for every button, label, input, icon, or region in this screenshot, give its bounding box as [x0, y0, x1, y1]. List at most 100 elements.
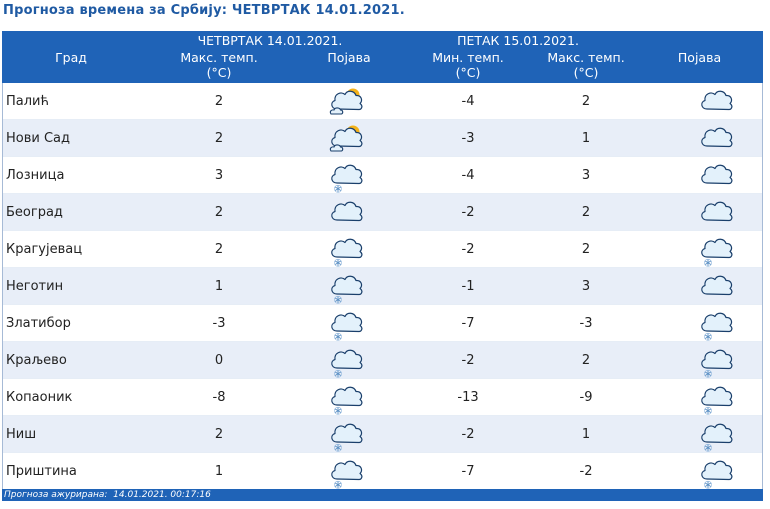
table-row: Ниш 2 -2 1 — [3, 416, 762, 453]
min-temp-day2: -2 — [461, 205, 475, 220]
cloud-snow-icon — [701, 423, 733, 452]
city-name: Нови Сад — [6, 131, 71, 146]
max-temp-day1: 3 — [214, 168, 224, 183]
table-row: Лозница 3 -4 3 — [3, 157, 762, 194]
header-phenomenon-day2: Појава — [677, 50, 722, 65]
max-temp-day2: 2 — [581, 242, 591, 257]
partly-cloudy-icon — [329, 88, 363, 115]
min-temp-day2: -4 — [461, 94, 475, 109]
min-temp-day2: -7 — [461, 316, 475, 331]
city-name: Крагујевац — [6, 242, 83, 257]
city-name: Неготин — [6, 279, 64, 294]
weather-icon-day2 — [636, 342, 763, 379]
cloud-snow-icon — [331, 423, 363, 452]
table-row: Палић 2 -4 2 — [3, 83, 762, 120]
city-name: Палић — [6, 94, 49, 109]
table-row: Неготин 1 -1 3 — [3, 268, 762, 305]
min-temp-day2: -4 — [461, 168, 475, 183]
weather-icon-day2 — [636, 268, 763, 305]
table-row: Београд 2 -2 2 — [3, 194, 762, 231]
min-temp-day2: -13 — [457, 390, 479, 405]
cloud-snow-icon — [701, 238, 733, 267]
max-temp-day2: 3 — [581, 279, 591, 294]
page-title: Прогноза времена за Србију: ЧЕТВРТАК 14.… — [3, 3, 405, 18]
cloud-snow-icon — [701, 349, 733, 378]
min-temp-day2: -2 — [461, 427, 475, 442]
cloud-snow-icon — [331, 275, 363, 304]
max-temp-day1: 2 — [214, 242, 224, 257]
cloud-snow-icon — [331, 164, 363, 193]
table-header: Град ЧЕТВРТАК 14.01.2021. Макс. темп. (°… — [2, 31, 763, 83]
weather-icon-day1 — [298, 268, 400, 305]
weather-icon-day1 — [298, 231, 400, 268]
header-max-temp-label: Макс. темп. — [547, 50, 625, 65]
min-temp-day2: -7 — [461, 464, 475, 479]
weather-icon-day1 — [298, 305, 400, 342]
cloud-snow-icon — [701, 460, 733, 489]
cloud-snow-icon — [331, 349, 363, 378]
header-city: Град — [55, 50, 87, 65]
weather-icon-day2 — [636, 120, 763, 157]
update-footer: Прогноза ажурирана: 14.01.2021. 00:17:16 — [2, 489, 763, 501]
city-name: Приштина — [6, 464, 77, 479]
weather-icon-day2 — [636, 157, 763, 194]
weather-icon-day2 — [636, 231, 763, 268]
cloudy-icon — [701, 90, 733, 111]
city-name: Београд — [6, 205, 63, 220]
table-row: Нови Сад 2 -3 1 — [3, 120, 762, 157]
header-max-temp-day1: Макс. темп. (°C) — [140, 50, 298, 80]
cloud-snow-icon — [331, 386, 363, 415]
city-name: Златибор — [6, 316, 71, 331]
max-temp-day2: 2 — [581, 205, 591, 220]
partly-cloudy-icon — [329, 125, 363, 152]
max-temp-day2: -9 — [579, 390, 593, 405]
max-temp-day2: 2 — [581, 353, 591, 368]
table-row: Приштина 1 -7 -2 — [3, 453, 762, 490]
cloudy-icon — [701, 127, 733, 148]
header-unit: (°C) — [206, 65, 232, 80]
weather-icon-day2 — [636, 194, 763, 231]
table-row: Копаоник -8 -13 -9 — [3, 379, 762, 416]
weather-icon-day1 — [298, 379, 400, 416]
weather-icon-day1 — [298, 342, 400, 379]
min-temp-day2: -1 — [461, 279, 475, 294]
city-name: Краљево — [6, 353, 67, 368]
header-max-temp-day2: Макс. темп. (°C) — [536, 50, 636, 80]
max-temp-day2: 1 — [581, 427, 591, 442]
max-temp-day1: -8 — [212, 390, 226, 405]
table-row: Златибор -3 -7 -3 — [3, 305, 762, 342]
max-temp-day2: -3 — [579, 316, 593, 331]
cloud-snow-icon — [331, 460, 363, 489]
min-temp-day2: -2 — [461, 353, 475, 368]
max-temp-day1: 2 — [214, 131, 224, 146]
weather-icon-day1 — [298, 157, 400, 194]
header-min-temp-day2: Мин. темп. (°C) — [400, 50, 536, 80]
weather-icon-day1 — [298, 83, 400, 120]
weather-icon-day2 — [636, 83, 763, 120]
weather-icon-day2 — [636, 305, 763, 342]
max-temp-day1: 1 — [214, 279, 224, 294]
cloudy-icon — [701, 201, 733, 222]
header-unit: (°C) — [573, 65, 599, 80]
max-temp-day2: 2 — [581, 94, 591, 109]
max-temp-day1: 2 — [214, 94, 224, 109]
city-name: Копаоник — [6, 390, 73, 405]
min-temp-day2: -3 — [461, 131, 475, 146]
cloudy-icon — [331, 201, 363, 222]
max-temp-day1: -3 — [212, 316, 226, 331]
max-temp-day1: 2 — [214, 205, 224, 220]
cloudy-icon — [701, 275, 733, 296]
city-name: Лозница — [6, 168, 65, 183]
weather-icon-day1 — [298, 120, 400, 157]
cloud-snow-icon — [331, 238, 363, 267]
min-temp-day2: -2 — [461, 242, 475, 257]
cloudy-icon — [701, 164, 733, 185]
max-temp-day1: 1 — [214, 464, 224, 479]
weather-icon-day2 — [636, 379, 763, 416]
table-row: Краљево 0 -2 2 — [3, 342, 762, 379]
city-name: Ниш — [6, 427, 37, 442]
header-day1: ЧЕТВРТАК 14.01.2021. — [197, 33, 343, 48]
table-row: Крагујевац 2 -2 2 — [3, 231, 762, 268]
header-unit: (°C) — [455, 65, 481, 80]
cloud-snow-icon — [701, 312, 733, 341]
